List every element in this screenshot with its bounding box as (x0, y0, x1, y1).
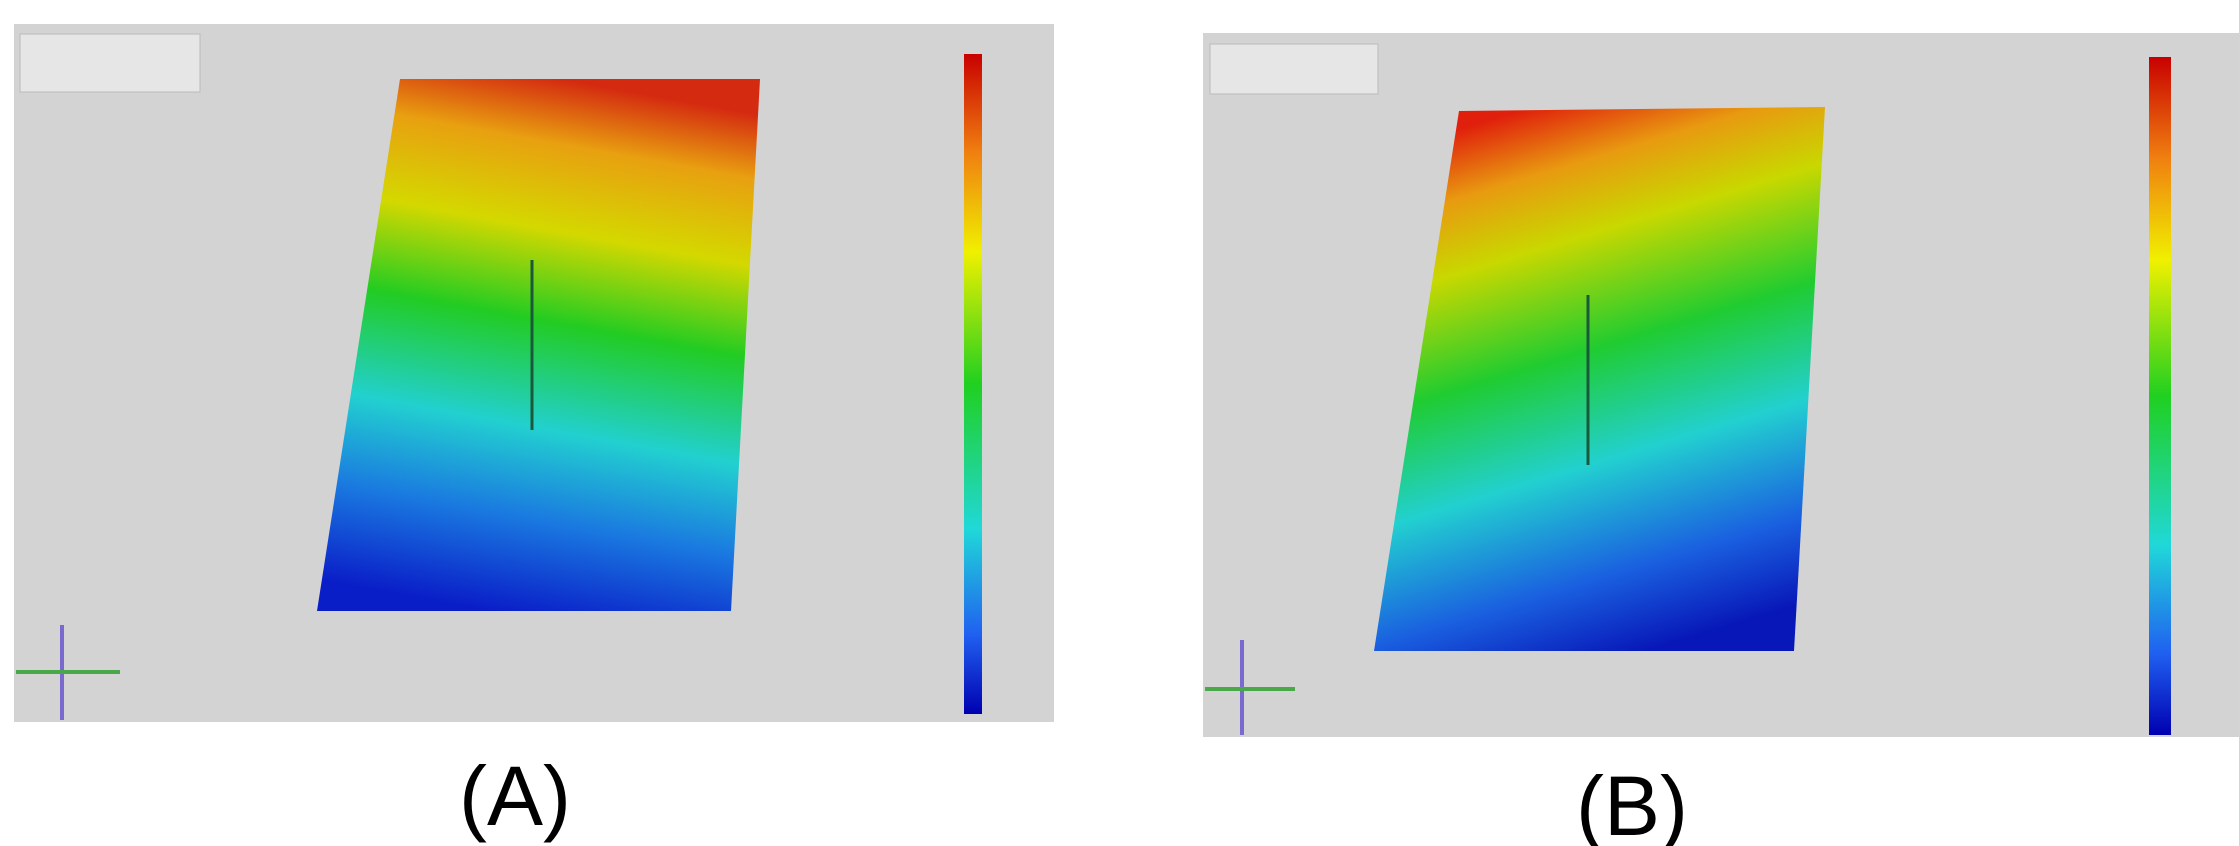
panel-label: (A) (459, 749, 571, 843)
figure: (A) (B) (0, 0, 2239, 846)
panel-a (14, 24, 1054, 722)
info-box (20, 34, 200, 92)
color-bar (964, 54, 982, 714)
page: (A) (B) (() => { const data = JSON.parse… (0, 0, 2239, 846)
panel-b (1203, 33, 2239, 737)
panel-label: (B) (1576, 759, 1688, 846)
info-box (1210, 44, 1378, 94)
color-bar (2149, 57, 2171, 735)
